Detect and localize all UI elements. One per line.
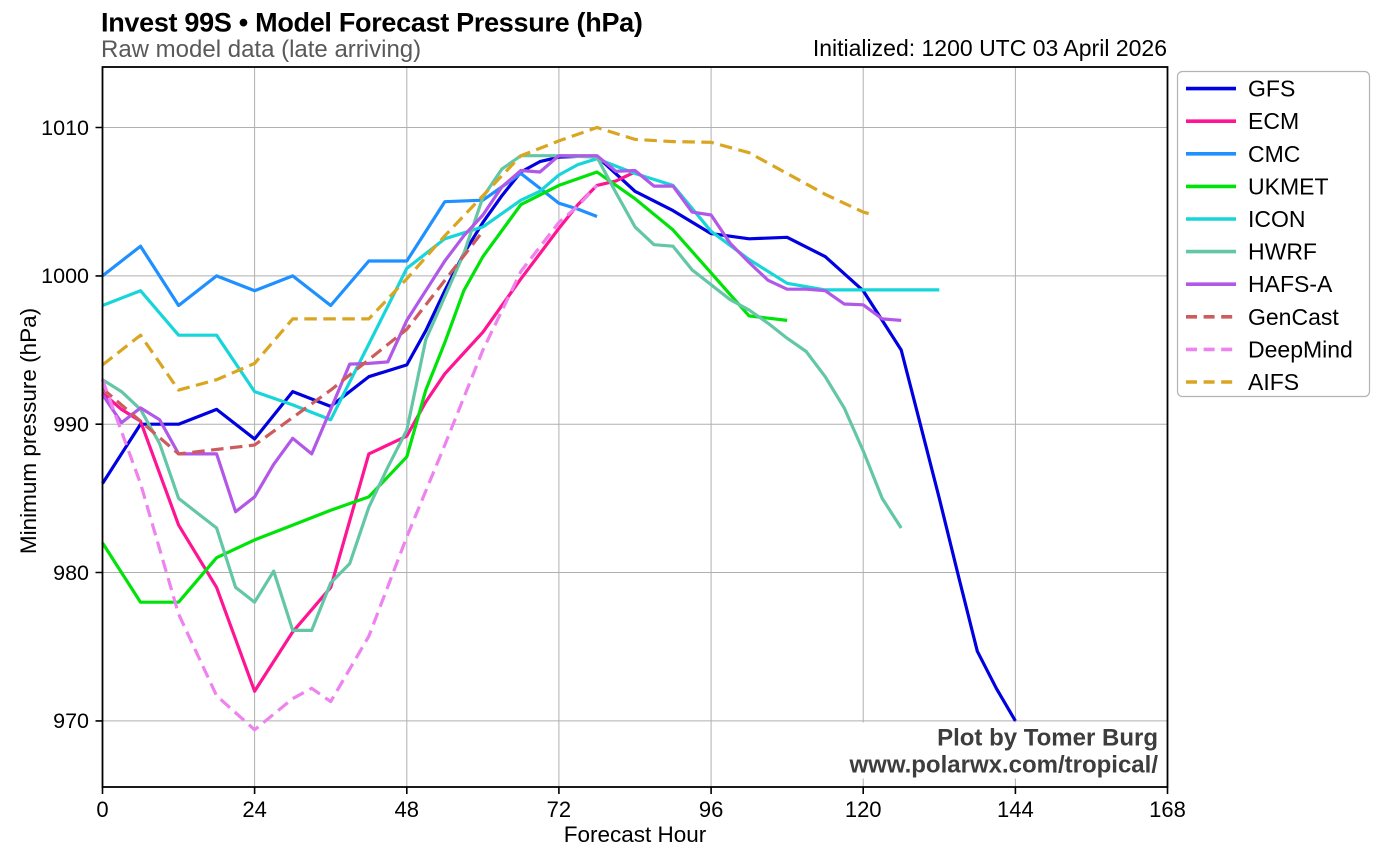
svg-text:HAFS-A: HAFS-A — [1248, 271, 1333, 297]
svg-text:970: 970 — [53, 709, 89, 733]
svg-text:Plot by Tomer Burg: Plot by Tomer Burg — [937, 725, 1158, 752]
svg-text:1010: 1010 — [41, 116, 89, 140]
svg-text:1000: 1000 — [41, 264, 89, 288]
svg-text:AIFS: AIFS — [1248, 369, 1299, 395]
svg-text:24: 24 — [242, 797, 266, 822]
svg-text:980: 980 — [53, 561, 89, 585]
svg-text:Initialized: 1200 UTC 03 April: Initialized: 1200 UTC 03 April 2026 — [813, 35, 1167, 61]
svg-text:ECM: ECM — [1248, 108, 1299, 134]
svg-text:990: 990 — [53, 413, 89, 437]
svg-text:www.polarwx.com/tropical/: www.polarwx.com/tropical/ — [848, 752, 1158, 779]
svg-text:Raw model data (late arriving): Raw model data (late arriving) — [101, 36, 421, 63]
svg-text:Invest 99S • Model Forecast Pr: Invest 99S • Model Forecast Pressure (hP… — [101, 8, 643, 38]
svg-text:48: 48 — [395, 797, 419, 822]
svg-text:CMC: CMC — [1248, 141, 1300, 167]
svg-text:Forecast Hour: Forecast Hour — [564, 822, 707, 847]
svg-text:96: 96 — [699, 797, 723, 822]
svg-text:Minimum pressure (hPa): Minimum pressure (hPa) — [16, 308, 41, 554]
svg-text:GFS: GFS — [1248, 76, 1295, 102]
svg-text:UKMET: UKMET — [1248, 173, 1329, 199]
svg-text:HWRF: HWRF — [1248, 239, 1317, 265]
svg-text:ICON: ICON — [1248, 206, 1306, 232]
svg-text:DeepMind: DeepMind — [1248, 336, 1353, 362]
svg-text:72: 72 — [547, 797, 571, 822]
svg-text:GenCast: GenCast — [1248, 304, 1339, 330]
svg-text:0: 0 — [96, 797, 108, 822]
svg-text:144: 144 — [997, 797, 1034, 822]
svg-text:120: 120 — [845, 797, 882, 822]
svg-text:168: 168 — [1149, 797, 1186, 822]
